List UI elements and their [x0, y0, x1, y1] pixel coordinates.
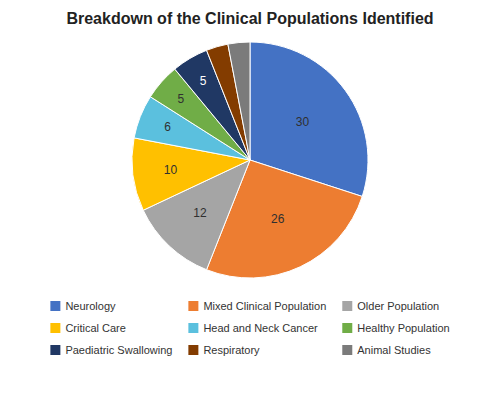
legend-item: Neurology — [50, 300, 116, 312]
legend-swatch — [342, 301, 352, 311]
legend-label: Respiratory — [203, 344, 260, 356]
legend-swatch — [50, 323, 60, 333]
legend-label: Neurology — [65, 300, 116, 312]
legend-item: Respiratory — [188, 344, 260, 356]
legend-label: Paediatric Swallowing — [65, 344, 172, 356]
data-label: 5 — [178, 92, 185, 106]
data-labels: 30261210655 — [164, 74, 310, 226]
legend-label: Animal Studies — [357, 344, 431, 356]
title: Breakdown of the Clinical Populations Id… — [66, 10, 433, 27]
legend-item: Healthy Population — [342, 322, 449, 334]
legend-label: Mixed Clinical Population — [203, 300, 326, 312]
legend-item: Head and Neck Cancer — [188, 322, 318, 334]
legend-swatch — [50, 301, 60, 311]
legend-swatch — [188, 345, 198, 355]
legend-item: Mixed Clinical Population — [188, 300, 326, 312]
data-label: 10 — [164, 163, 178, 177]
legend-item: Animal Studies — [342, 344, 431, 356]
legend-swatch — [188, 323, 198, 333]
legend-item: Critical Care — [50, 322, 126, 334]
legend: Neurology Mixed Clinical Population Older … — [50, 300, 449, 356]
data-label: 12 — [193, 206, 207, 220]
data-label: 6 — [164, 120, 171, 134]
legend-label: Older Population — [357, 300, 439, 312]
legend-item: Paediatric Swallowing — [50, 344, 172, 356]
data-label: 26 — [271, 212, 285, 226]
slice — [228, 42, 250, 160]
data-label: 30 — [296, 115, 310, 129]
legend-swatch — [342, 323, 352, 333]
slices — [132, 42, 368, 278]
legend-swatch — [342, 345, 352, 355]
legend-label: Head and Neck Cancer — [203, 322, 318, 334]
legend-item: Older Population — [342, 300, 439, 312]
chart: Breakdown of the Clinical Populations Id… — [0, 0, 500, 395]
legend-swatch — [188, 301, 198, 311]
legend-swatch — [50, 345, 60, 355]
data-label: 5 — [200, 74, 207, 88]
legend-label: Healthy Population — [357, 322, 449, 334]
legend-label: Critical Care — [65, 322, 126, 334]
